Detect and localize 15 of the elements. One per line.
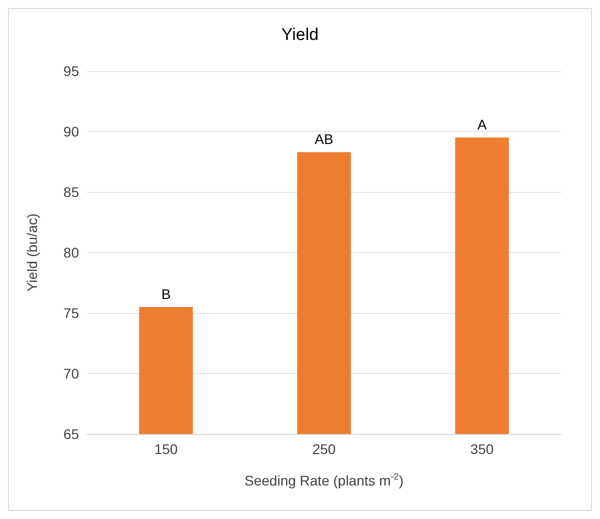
annotation: B <box>161 286 171 302</box>
chart-title: Yield <box>281 25 319 44</box>
y-tick-label: 90 <box>63 124 80 140</box>
y-tick-label: 65 <box>63 426 80 442</box>
x-tick-label: 150 <box>154 441 178 457</box>
y-tick-label: 85 <box>63 184 80 200</box>
y-tick-label: 75 <box>63 305 80 321</box>
x-tick-label: 350 <box>470 441 494 457</box>
annotation: AB <box>314 131 334 148</box>
y-axis-title: Yield (bu/ac) <box>24 213 40 292</box>
annotation: A <box>477 116 488 133</box>
y-tick-label: 80 <box>63 244 80 260</box>
y-tick-label: 95 <box>63 63 80 79</box>
x-tick-label: 250 <box>312 441 336 457</box>
y-tick-label: 70 <box>63 366 80 382</box>
